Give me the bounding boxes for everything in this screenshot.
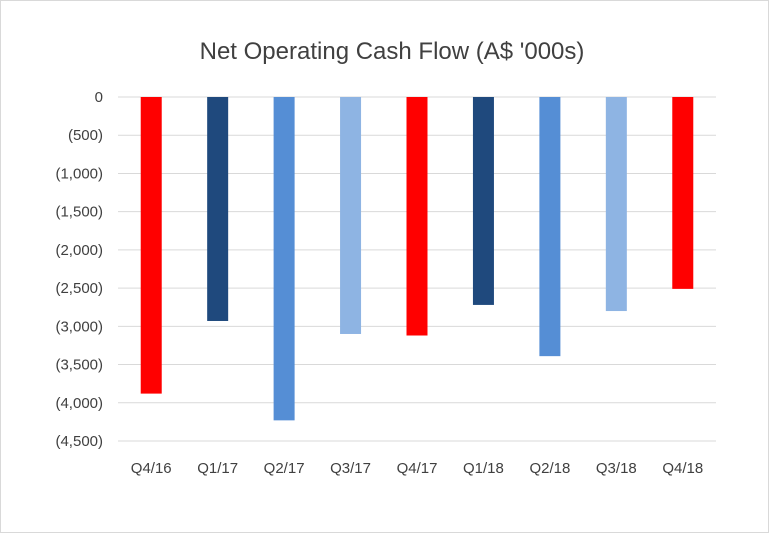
y-tick-label: (1,500) <box>55 204 103 221</box>
y-tick-label: (4,500) <box>55 433 103 450</box>
y-tick-label: (4,000) <box>55 395 103 412</box>
x-tick-label: Q4/17 <box>397 460 438 477</box>
x-tick-label: Q3/18 <box>596 460 637 477</box>
bars <box>140 97 694 421</box>
y-tick-label: (1,000) <box>55 165 103 182</box>
y-tick-label: (2,000) <box>55 242 103 259</box>
bar-q2-17 <box>273 97 295 421</box>
x-tick-label: Q2/17 <box>264 460 305 477</box>
bar-q3-18 <box>605 97 627 312</box>
x-tick-label: Q4/16 <box>131 460 172 477</box>
y-tick-label: (2,500) <box>55 280 103 297</box>
x-tick-label: Q1/17 <box>197 460 238 477</box>
y-axis: 0 (500) (1,000) (1,500) (2,000) (2,500) (3,000… <box>55 89 103 450</box>
x-tick-label: Q2/18 <box>529 460 570 477</box>
bar-q4-18 <box>672 97 694 289</box>
x-tick-label: Q4/18 <box>662 460 703 477</box>
y-tick-label: (3,500) <box>55 357 103 374</box>
bar-q3-17 <box>340 97 362 334</box>
y-tick-label: 0 <box>95 89 103 106</box>
bar-q4-16 <box>140 97 162 394</box>
x-tick-label: Q1/18 <box>463 460 504 477</box>
bar-q1-18 <box>472 97 494 305</box>
chart-title: Net Operating Cash Flow (A$ '000s) <box>200 38 585 65</box>
y-tick-label: (500) <box>68 127 103 144</box>
y-tick-label: (3,000) <box>55 318 103 335</box>
x-axis: Q4/16 Q1/17 Q2/17 Q3/17 Q4/17 Q1/18 Q2/18 Q3/18… <box>131 460 703 477</box>
x-tick-label: Q3/17 <box>330 460 371 477</box>
bar-q1-17 <box>207 97 229 321</box>
bar-q4-17 <box>406 97 428 336</box>
bar-q2-18 <box>539 97 561 357</box>
